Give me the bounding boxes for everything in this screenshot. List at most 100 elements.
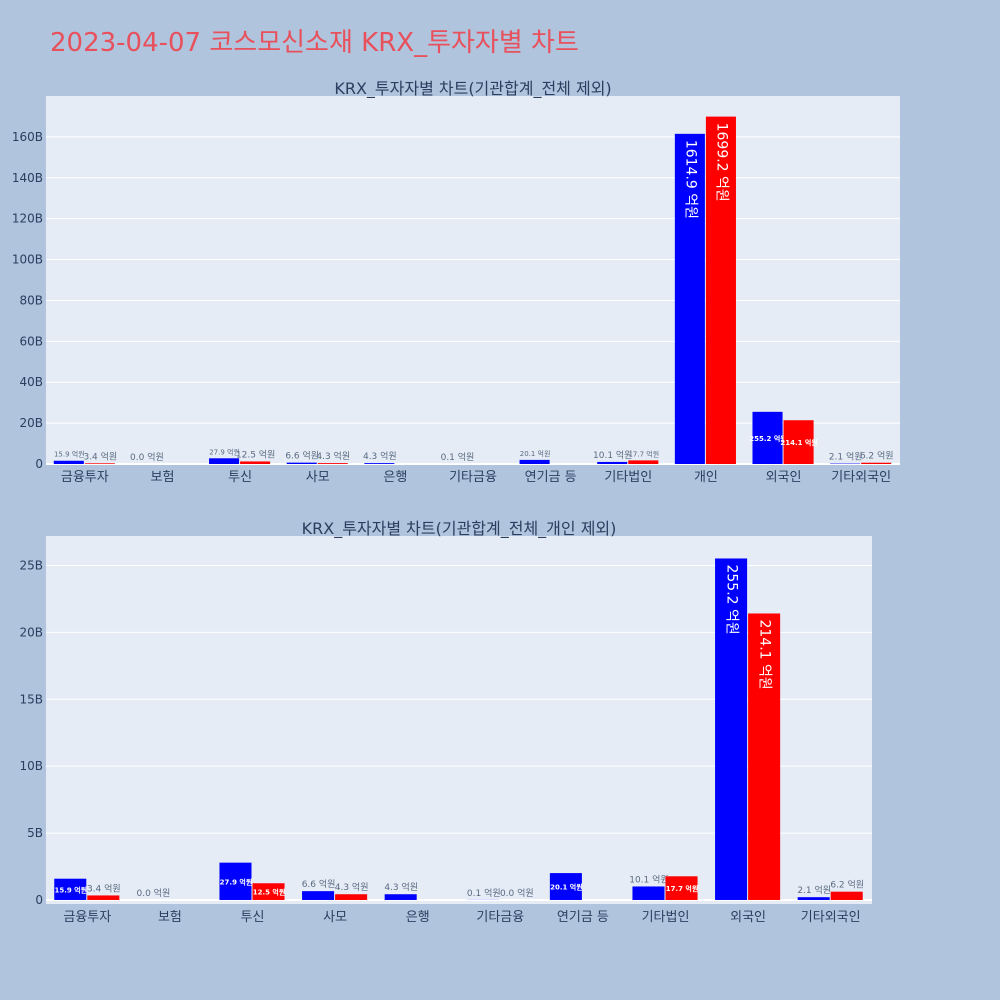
data-label: 2.1 억원 xyxy=(829,451,863,463)
data-label: 255.2 억원 xyxy=(724,564,740,634)
data-label: 15.9 억원 xyxy=(54,450,85,459)
data-label: 10.1 억원 xyxy=(593,449,632,461)
data-label: 27.9 억원 xyxy=(209,447,240,456)
data-label: 0.0 억원 xyxy=(500,887,534,899)
x-tick-label: 사모 xyxy=(323,910,347,925)
bar-buy xyxy=(674,133,705,465)
data-label: 3.4 억원 xyxy=(87,882,121,894)
bar-sell xyxy=(861,462,892,464)
data-label: 4.3 억원 xyxy=(316,450,350,462)
bar-buy xyxy=(384,894,417,900)
y-tick-label: 60B xyxy=(19,334,43,348)
page-title: 2023-04-07 코스모신소재 KRX_투자자별 차트 xyxy=(50,28,579,58)
y-tick-label: 0 xyxy=(35,457,43,471)
data-label: 0.0 억원 xyxy=(130,451,164,463)
x-tick-label: 기타금융 xyxy=(476,910,524,925)
data-label: 20.1 억원 xyxy=(550,883,583,892)
data-label: 6.2 억원 xyxy=(830,879,864,891)
y-tick-label: 100B xyxy=(12,253,43,267)
data-label: 15.9 억원 xyxy=(54,885,87,894)
bar-sell xyxy=(84,463,115,464)
x-tick-label: 기타외국인 xyxy=(831,470,891,485)
x-tick-label: 개인 xyxy=(694,470,718,485)
chart-investor-all: KRX_투자자별 차트(기관합계_전체 제외) 0 20B 40B 60B 80B 100B… xyxy=(12,79,900,485)
bar-sell xyxy=(240,461,271,464)
x-tick-label: 금융투자 xyxy=(63,910,111,925)
x-tick-label: 보험 xyxy=(150,470,174,485)
data-label: 27.9 억원 xyxy=(220,877,253,886)
x-tick-label: 기타법인 xyxy=(642,910,690,925)
data-label: 12.5 억원 xyxy=(236,448,275,460)
bar-buy xyxy=(209,458,240,464)
y-tick-label: 40B xyxy=(19,375,43,389)
x-tick-label: 보험 xyxy=(158,910,182,925)
x-tick-label: 투신 xyxy=(241,910,265,925)
data-label: 17.7 억원 xyxy=(666,884,699,893)
bar-buy xyxy=(597,461,628,464)
y-tick-label: 10B xyxy=(19,759,43,773)
bar-buy xyxy=(519,459,550,464)
x-tick-label: 기타외국인 xyxy=(801,910,861,925)
chart-title: KRX_투자자별 차트(기관합계_전체 제외) xyxy=(334,79,611,99)
x-tick-label: 연기금 등 xyxy=(525,470,577,485)
data-label: 4.3 억원 xyxy=(335,881,369,893)
bar-sell xyxy=(335,894,368,900)
bar-buy xyxy=(219,862,252,900)
bar-sell xyxy=(830,891,863,900)
data-label: 10.1 억원 xyxy=(629,873,668,885)
bar-buy xyxy=(632,886,665,900)
bar-sell xyxy=(783,420,814,464)
data-label: 20.1 억원 xyxy=(520,449,551,458)
bar-sell xyxy=(252,883,285,900)
bar-sell xyxy=(628,460,659,464)
bar-sell xyxy=(665,876,698,900)
y-tick-label: 25B xyxy=(19,558,43,572)
x-tick-label: 투신 xyxy=(228,470,252,485)
x-tick-label: 기타금융 xyxy=(449,470,497,485)
bar-sell xyxy=(317,463,348,464)
x-tick-label: 금융투자 xyxy=(61,470,109,485)
bar-buy xyxy=(364,463,395,464)
y-tick-label: 20B xyxy=(19,625,43,639)
bar-buy xyxy=(715,558,748,900)
bar-sell xyxy=(748,613,781,900)
data-label: 6.2 억원 xyxy=(860,450,894,462)
data-label: 2.1 억원 xyxy=(797,884,831,896)
data-label: 255.2 억원 xyxy=(749,434,786,443)
data-label: 12.5 억원 xyxy=(253,888,286,897)
y-tick-label: 80B xyxy=(19,293,43,307)
x-tick-label: 은행 xyxy=(406,909,430,925)
data-label: 214.1 억원 xyxy=(780,438,817,447)
data-label: 4.3 억원 xyxy=(384,881,418,893)
bar-buy xyxy=(286,462,317,464)
bar-sell xyxy=(87,895,120,900)
data-label: 0.1 억원 xyxy=(441,451,475,463)
data-label: 0.0 억원 xyxy=(137,887,171,899)
x-tick-label: 은행 xyxy=(383,469,407,485)
data-label: 0.1 억원 xyxy=(467,887,501,899)
y-tick-label: 0 xyxy=(35,893,43,907)
y-tick-label: 5B xyxy=(27,826,43,840)
data-label: 214.1 억원 xyxy=(757,619,773,689)
bar-sell xyxy=(705,116,736,464)
y-tick-label: 120B xyxy=(12,212,43,226)
data-label: 17.7 억원 xyxy=(628,449,659,458)
plot-area xyxy=(46,96,900,464)
x-tick-label: 연기금 등 xyxy=(557,910,609,925)
data-label: 4.3 억원 xyxy=(363,450,397,462)
bar-buy xyxy=(549,873,582,900)
x-tick-label: 외국인 xyxy=(730,910,766,925)
y-tick-label: 15B xyxy=(19,692,43,706)
bar-buy xyxy=(53,460,84,464)
x-tick-label: 사모 xyxy=(306,470,330,485)
bar-buy xyxy=(752,411,783,464)
data-label: 6.6 억원 xyxy=(302,878,336,890)
bar-buy xyxy=(797,897,830,900)
bar-buy xyxy=(302,891,335,900)
x-tick-label: 외국인 xyxy=(766,470,802,485)
bar-buy xyxy=(54,878,87,900)
chart-title: KRX_투자자별 차트(기관합계_전체_개인 제외) xyxy=(302,519,617,539)
data-label: 6.6 억원 xyxy=(285,450,319,462)
data-label: 1614.9 억원 xyxy=(682,140,698,219)
y-tick-label: 20B xyxy=(19,416,43,430)
